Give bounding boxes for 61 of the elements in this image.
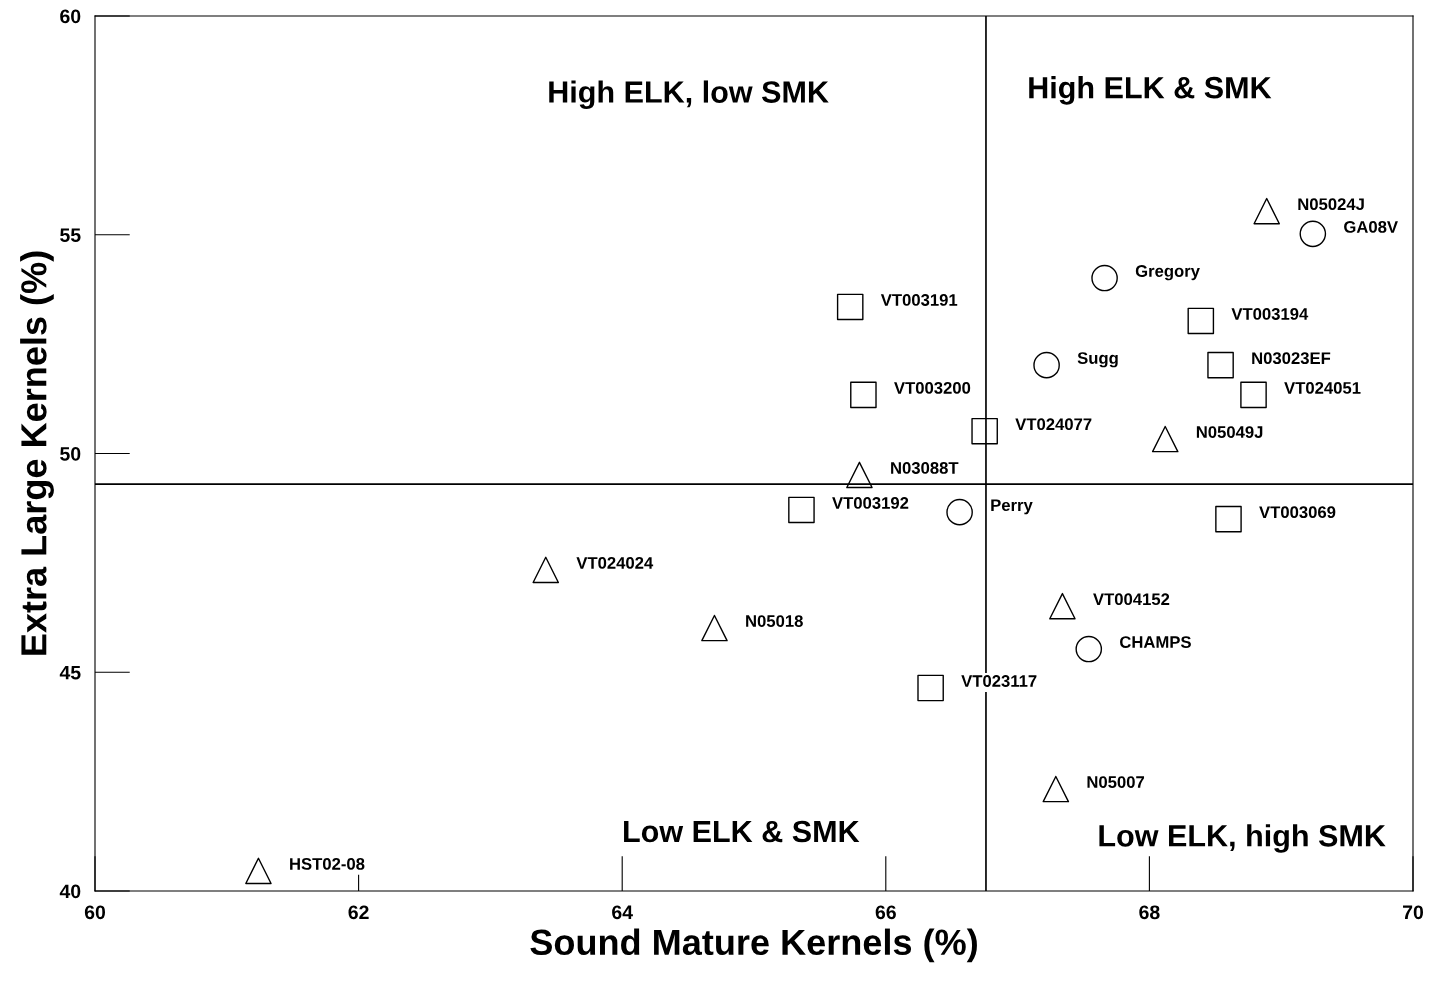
data-label: N05007 [1087,776,1145,788]
point [788,496,815,524]
point [850,381,877,409]
data-label: HST02-08 [290,857,365,870]
point [532,556,560,584]
data-label: VT024077 [1015,418,1092,431]
data-label: Sugg [1077,352,1118,368]
x-tick-label: 68 [1139,905,1160,920]
y-axis-title: Extra Large Kernels (%) [20,251,54,655]
point [1049,592,1076,620]
data-label: VT003191 [880,294,958,306]
y-tick-label: 55 [60,228,81,242]
data-label: VT003194 [1231,308,1309,320]
data-label: Gregory [1135,265,1200,281]
data-label: N03023EF [1252,352,1331,365]
data-label: N03088T [891,462,959,474]
data-label: GA08V [1344,220,1398,233]
annotation: Low ELK & SMK [624,820,860,843]
annotation: Low ELK, high SMK [1099,824,1386,853]
data-label: VT024024 [576,556,654,569]
annotation: High ELK & SMK [1029,76,1272,105]
point [946,498,973,526]
data-label: Perry [991,499,1033,515]
data-label: VT023117 [961,675,1037,687]
x-tick-label: 70 [1403,905,1424,920]
point [1042,775,1070,803]
point [917,674,944,702]
y-tick-label: 60 [60,9,81,24]
data-label: N05049J [1196,426,1263,438]
point [1253,197,1281,225]
point [846,461,873,489]
data-label: VT003192 [832,497,909,509]
point [1187,307,1215,335]
y-tick-label: 40 [59,884,81,899]
data-label: VT003069 [1259,506,1336,519]
point [1151,425,1179,453]
data-label: VT004152 [1093,593,1170,606]
point [1075,635,1103,663]
data-label: VT024051 [1284,381,1361,394]
x-axis-title: Sound Mature Kernels (%) [530,928,977,963]
point [1215,505,1242,533]
y-tick-label: 45 [59,665,81,680]
x-tick-label: 66 [875,905,896,920]
point [1207,351,1234,379]
point [1033,351,1060,379]
point [701,614,728,642]
x-tick-label: 64 [612,905,633,920]
data-label: CHAMPS [1120,636,1191,648]
point [836,293,864,321]
data-label: N05018 [746,615,803,627]
annotation: High ELK, low SMK [549,80,829,110]
x-tick-label: 62 [348,905,369,920]
x-tick-label: 60 [84,905,106,920]
point [245,857,272,885]
point [971,417,998,445]
point [1091,264,1118,292]
data-label: N05024J [1298,198,1364,211]
data-label: VT003200 [894,381,971,394]
point [1240,381,1267,409]
y-tick-label: 50 [60,446,81,461]
point [1299,220,1327,248]
